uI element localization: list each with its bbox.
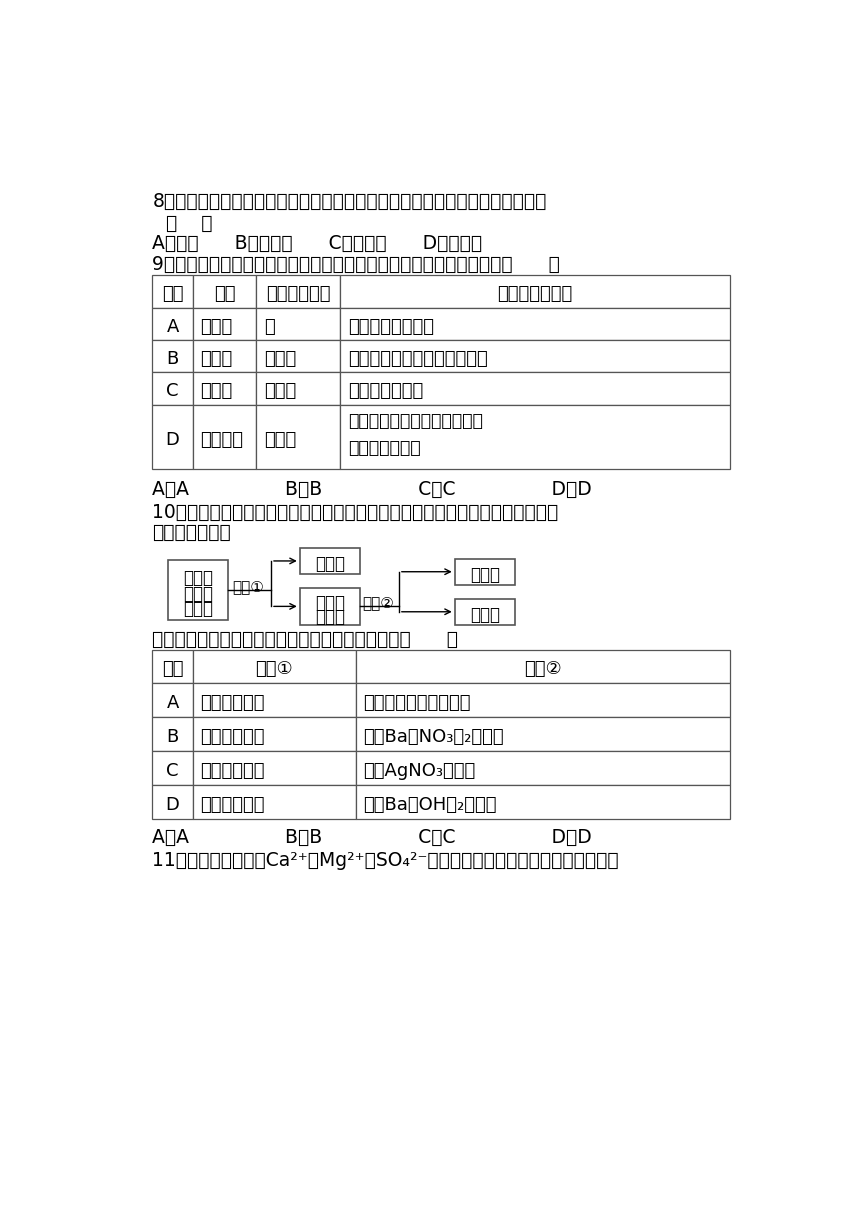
Text: 铜: 铜 [264,317,275,336]
Text: 砤酸钒: 砤酸钒 [264,350,297,368]
Bar [152,405,193,469]
Bar [256,308,340,340]
Text: 硫酸钒: 硫酸钒 [183,601,213,618]
Text: 选项: 选项 [162,286,183,303]
Text: 实验①: 实验① [255,660,293,679]
Bar [455,558,515,585]
Bar [152,649,193,683]
Text: 木炭粉: 木炭粉 [200,317,233,336]
Bar [152,751,193,786]
Bar [355,786,730,818]
Text: 磷矿粉: 磷矿粉 [183,585,213,603]
Bar [299,587,360,625]
Text: 硫酸亚鐵: 硫酸亚鐵 [200,430,243,449]
Text: 氯化钓: 氯化钓 [200,350,233,368]
Text: 观察固体颜色: 观察固体颜色 [200,694,265,713]
Text: D: D [166,795,180,814]
Text: A．A                B．B                C．C                D．D: A．A B．B C．C D．D [152,480,593,499]
Bar [256,372,340,405]
Bar [355,649,730,683]
Text: A: A [167,694,179,713]
Text: 加入足量水中: 加入足量水中 [200,795,265,814]
Bar [256,275,340,308]
Text: 取少量固体分别进行实验，如表方案中不合理的是（      ）: 取少量固体分别进行实验，如表方案中不合理的是（ ） [152,630,458,648]
Bar [193,649,355,683]
Bar [193,751,355,786]
Text: 磷矿粉: 磷矿粉 [315,554,345,573]
Text: （    ）: （ ） [166,214,212,232]
Text: 观察固体颜色: 观察固体颜色 [200,728,265,747]
Text: 物质: 物质 [214,286,236,303]
Bar [193,405,256,469]
Text: 硫酸钒: 硫酸钒 [315,608,345,626]
Bar [152,340,193,372]
Text: 在空气中充分灸烧: 在空气中充分灸烧 [347,317,433,336]
Text: 加入足量水中: 加入足量水中 [200,762,265,779]
Bar [355,683,730,717]
Bar [152,683,193,717]
Bar [340,405,730,469]
Bar [193,308,256,340]
Bar [193,786,355,818]
Text: 加入足量稀盐酸: 加入足量稀盐酸 [347,382,423,400]
Bar [193,372,256,405]
Bar [193,275,256,308]
Text: 加适量的水溢解、降温、结晶: 加适量的水溢解、降温、结晶 [347,350,488,368]
Text: 加入Ba（OH）₂溶液中: 加入Ba（OH）₂溶液中 [363,795,497,814]
Text: 硫酸钒: 硫酸钒 [470,606,500,624]
Text: 氯化锨: 氯化锨 [470,565,500,584]
Bar [193,340,256,372]
Text: 9、除去下列物质中的少量杂质，所选用的试剂和操作方法均正确的是（      ）: 9、除去下列物质中的少量杂质，所选用的试剂和操作方法均正确的是（ ） [152,255,561,275]
Text: C: C [166,762,179,779]
Text: 10、化肂对提高农作物的产量具有重要作用。某同学设计了如图实验对几种化肂: 10、化肂对提高农作物的产量具有重要作用。某同学设计了如图实验对几种化肂 [152,503,559,522]
Text: A．A                B．B                C．C                D．D: A．A B．B C．C D．D [152,828,593,848]
Text: 与熟石灰粉末混合研磨: 与熟石灰粉末混合研磨 [363,694,470,713]
Text: 选项: 选项 [162,660,183,679]
Text: 11、为了除去粗盐中Ca²⁺、Mg²⁺、SO₄²⁻及泥砂，可将粗盐溶于水，然后进行下: 11、为了除去粗盐中Ca²⁺、Mg²⁺、SO₄²⁻及泥砂，可将粗盐溶于水，然后进… [152,851,619,871]
Text: 硫酸铜: 硫酸铜 [264,430,297,449]
Bar [152,275,193,308]
Text: 实验②: 实验② [362,596,395,610]
Bar [340,372,730,405]
Text: 加适量水溢解，足量的鐵粉，: 加适量水溢解，足量的鐵粉， [347,412,482,430]
Text: 加入Ba（NO₃）₂溶液中: 加入Ba（NO₃）₂溶液中 [363,728,504,747]
Bar [355,751,730,786]
Text: 加入AgNO₃溶液中: 加入AgNO₃溶液中 [363,762,476,779]
Text: C: C [166,382,179,400]
Bar [193,683,355,717]
Bar [152,372,193,405]
Bar [193,717,355,751]
Text: 氯化锨: 氯化锨 [315,595,345,612]
Text: 8、下列四种化肂样品中，分别加入熟石灰混合，研磨后能闻到刺激性气味的是: 8、下列四种化肂样品中，分别加入熟石灰混合，研磨后能闻到刺激性气味的是 [152,192,547,212]
Text: A: A [167,317,179,336]
Text: 实验①: 实验① [232,580,264,595]
Bar [152,308,193,340]
Bar [152,786,193,818]
Bar [340,275,730,308]
Text: D: D [166,430,180,449]
Bar [256,405,340,469]
Text: 碘酸馒: 碘酸馒 [264,382,297,400]
Text: B: B [167,728,179,747]
Bar [340,340,730,372]
Text: 氧化馒: 氧化馒 [200,382,233,400]
Bar [152,717,193,751]
Bar [355,717,730,751]
Bar [455,598,515,625]
Text: 试剂和操作方法: 试剂和操作方法 [497,286,573,303]
Text: 实验②: 实验② [524,660,562,679]
Text: 氯化锨: 氯化锨 [183,569,213,587]
Bar [299,548,360,574]
Text: 过滤，蒸发结晶: 过滤，蒸发结晶 [347,439,421,456]
Text: 杂质（少量）: 杂质（少量） [266,286,330,303]
Bar [256,340,340,372]
Text: B: B [167,350,179,368]
Bar [340,308,730,340]
Bar [168,561,229,620]
Text: 进行简易鉴别：: 进行简易鉴别： [152,523,231,542]
Text: A．尿素      B．磷矿粉      C．氯化锨      D．砤酸钒: A．尿素 B．磷矿粉 C．氯化锨 D．砤酸钒 [152,233,482,253]
